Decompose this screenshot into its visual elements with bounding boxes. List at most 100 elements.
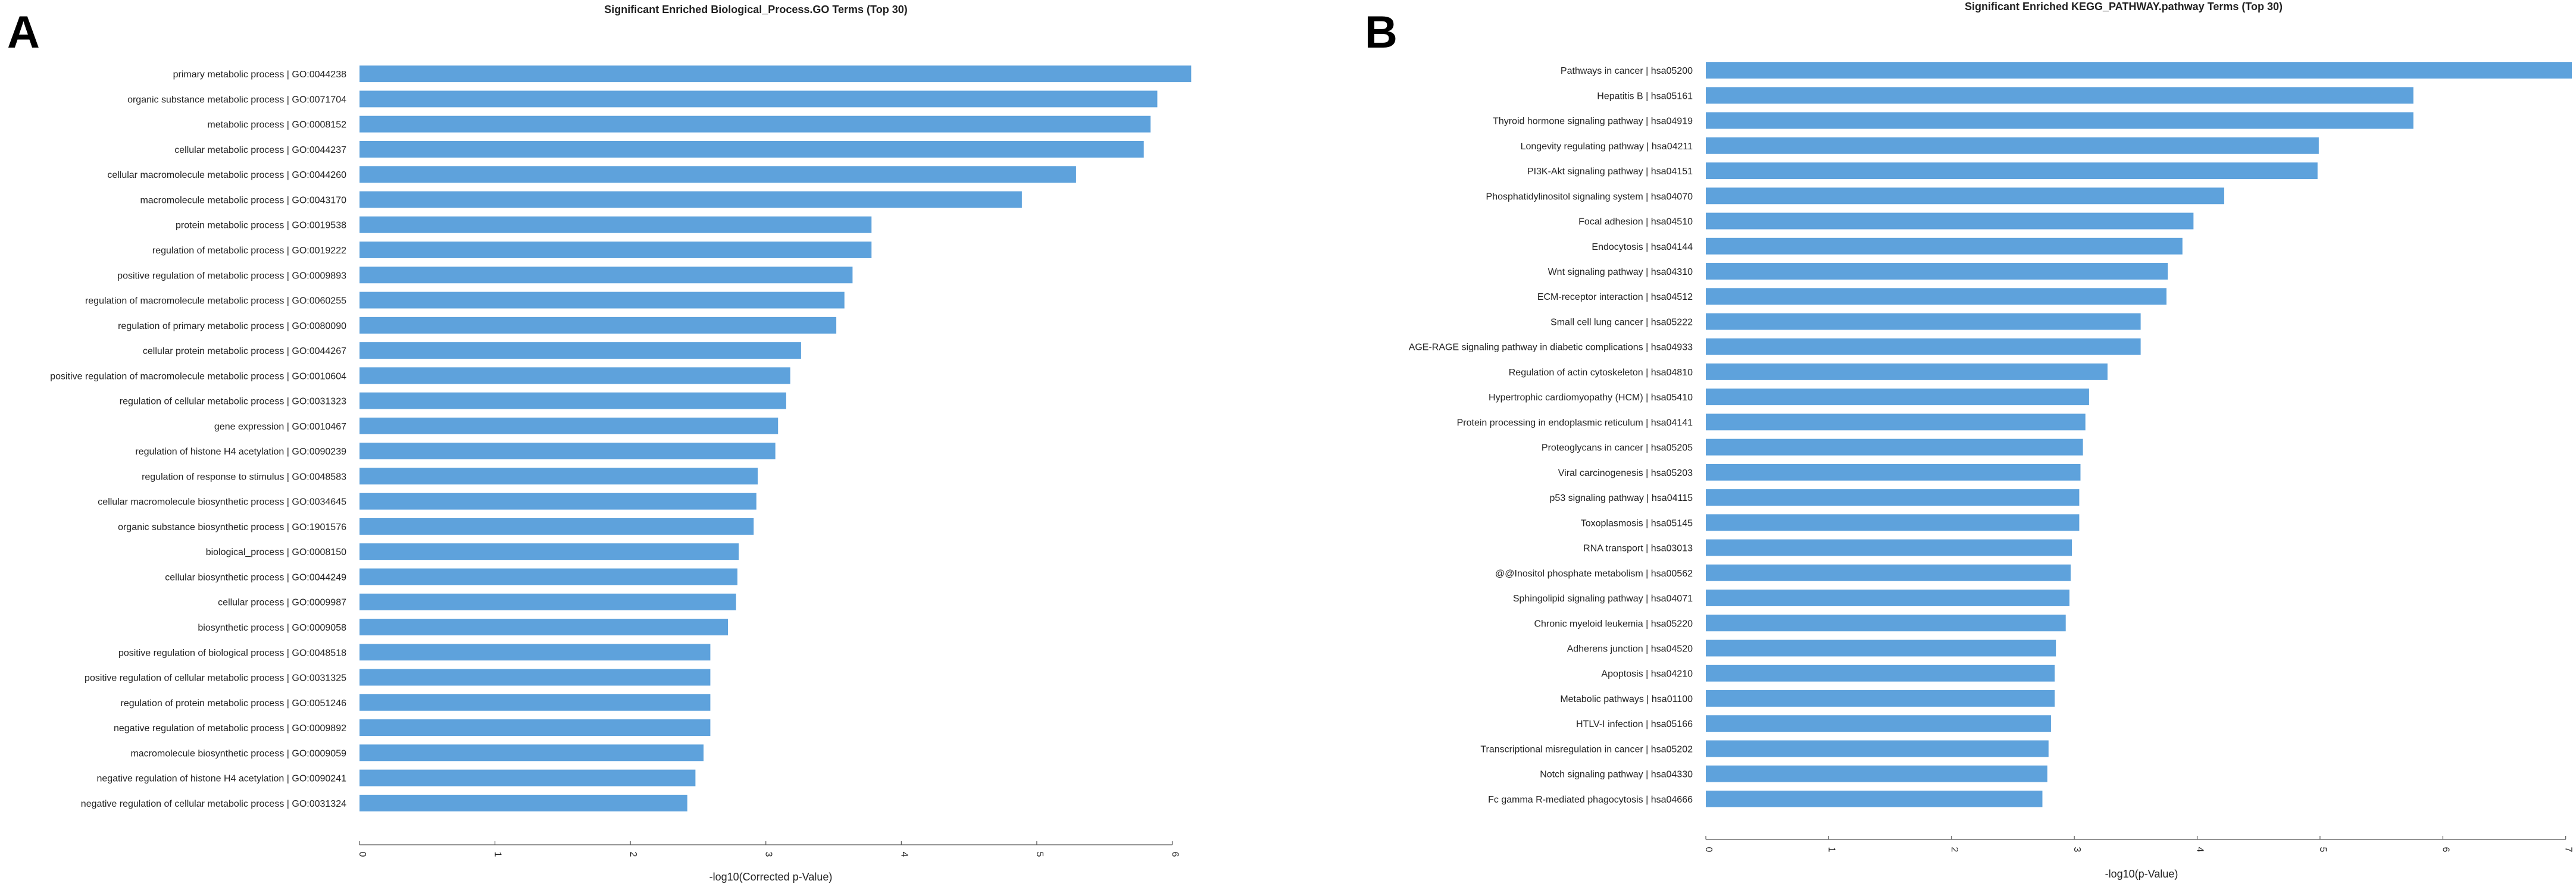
panel-b-x-tick-label: 7 [2564,847,2574,853]
panel-b-category-label: p53 signaling pathway | hsa04115 [1550,493,1693,503]
panel-b-x-tick-label: 2 [1949,847,1959,853]
panel-a-bar [359,568,737,585]
panel-a-x-tick-label: 6 [1170,852,1180,857]
panel-b-x-tick-label: 0 [1703,847,1714,853]
panel-a-category-label: negative regulation of histone H4 acetyl… [96,774,346,784]
panel-a-bar [359,769,696,786]
panel-b-bar [1706,212,2194,230]
panel-a-bar [359,493,756,510]
panel-a-bar [359,216,872,233]
panel-b-bar [1706,87,2414,104]
panel-a-category-label: organic substance biosynthetic process |… [118,522,346,532]
panel-a-x-tick-label: 5 [1034,852,1045,857]
panel-a-category-label: macromolecule biosynthetic process | GO:… [130,748,346,759]
panel-b-bar [1706,288,2167,305]
panel-a-bar [359,140,1144,158]
panel-b-bar [1706,62,2572,79]
panel-a-bar [359,316,837,334]
panel-b-category-label: Protein processing in endoplasmic reticu… [1457,418,1693,428]
panel-b-category-label: Sphingolipid signaling pathway | hsa0407… [1513,594,1693,604]
panel-a-category-label: positive regulation of biological proces… [118,648,346,658]
panel-a-category-label: macromolecule metabolic process | GO:004… [140,195,346,205]
panel-a-category-label: regulation of metabolic process | GO:001… [152,246,346,256]
panel-a-category-label: cellular metabolic process | GO:0044237 [174,145,346,155]
panel-a-category-label: negative regulation of metabolic process… [114,723,346,734]
panel-b-category-label: Wnt signaling pathway | hsa04310 [1548,267,1693,277]
panel-b-category-label: Pathways in cancer | hsa05200 [1561,66,1693,76]
panel-a-bar [359,468,758,485]
panel-a-category-label: negative regulation of cellular metaboli… [81,799,346,809]
panel-a-bar [359,342,801,359]
panel-a-category-label: biosynthetic process | GO:0009058 [198,623,346,633]
panel-a-bar [359,115,1151,133]
panel-a-bar [359,443,776,460]
panel-a-x-tick-label: 3 [764,852,774,857]
panel-b-category-label: Toxoplasmosis | hsa05145 [1581,518,1693,528]
panel-b-category-label: Hypertrophic cardiomyopathy (HCM) | hsa0… [1489,393,1693,403]
panel-b-category-label: PI3K-Akt signaling pathway | hsa04151 [1527,167,1693,177]
panel-a-bar [359,242,872,258]
panel-b-category-label: AGE-RAGE signaling pathway in diabetic c… [1409,343,1693,353]
panel-a-bar [359,694,711,711]
panel-a-category-label: cellular process | GO:0009987 [218,598,346,608]
panel-b-letter: B [1365,7,1398,58]
panel-a-bar [359,90,1158,108]
panel-b-bar [1706,438,2083,456]
panel-b-bar [1706,413,2086,431]
panel-a-bar [359,166,1076,183]
panel-a-bar [359,417,779,434]
panel-b-category-label: Longevity regulating pathway | hsa04211 [1521,142,1693,152]
panel-a-category-label: cellular macromolecule biosynthetic proc… [98,497,346,507]
panel-a-category-label: positive regulation of macromolecule met… [50,371,346,381]
panel-b-x-tick-label: 4 [2195,847,2205,853]
panel-b-category-label: Endocytosis | hsa04144 [1592,242,1693,252]
panel-a-bar [359,367,790,384]
panel-a-category-label: gene expression | GO:0010467 [214,422,346,432]
panel-b-bar [1706,514,2080,531]
panel-a-bar [359,191,1022,208]
panel-a-category-label: organic substance metabolic process | GO… [127,95,346,105]
panel-b-bar [1706,263,2168,280]
panel-a-bar [359,267,853,284]
panel-a-bar [359,794,687,811]
panel-a-title: Significant Enriched Biological_Process.… [604,4,907,15]
panel-a-bar [359,669,711,686]
panel-b-category-label: Hepatitis B | hsa05161 [1597,91,1693,101]
panel-a-category-label: cellular protein metabolic process | GO:… [143,346,346,356]
panel-b-bar [1706,137,2319,154]
panel-b-bar [1706,740,2049,757]
panel-b-category-label: Thyroid hormone signaling pathway | hsa0… [1493,117,1693,127]
panel-a-category-label: positive regulation of cellular metaboli… [85,673,346,684]
panel-b-bar [1706,162,2318,179]
panel-b-bar [1706,765,2047,782]
panel-b-x-tick-label: 6 [2440,847,2450,853]
panel-b-bar [1706,665,2055,682]
panel-b-bar [1706,388,2089,406]
panel-a-bar [359,65,1192,83]
panel-b-bar [1706,640,2056,657]
panel-a-category-label: biological_process | GO:0008150 [206,547,346,557]
panel-a-bar [359,719,711,737]
panel-a-x-tick-label: 4 [899,852,909,857]
panel-b-category-label: Notch signaling pathway | hsa04330 [1540,770,1693,780]
panel-a-category-label: regulation of histone H4 acetylation | G… [135,447,346,457]
panel-b-category-label: Focal adhesion | hsa04510 [1578,217,1693,227]
panel-a-x-tick-label: 0 [357,852,367,857]
panel-b-category-label: Regulation of actin cytoskeleton | hsa04… [1509,368,1693,378]
panel-b: B Significant Enriched KEGG_PATHWAY.pathw… [1365,1,2574,880]
panel-a-category-label: cellular macromolecule metabolic process… [107,170,346,180]
panel-a-bar [359,543,739,560]
panel-b-category-label: ECM-receptor interaction | hsa04512 [1537,292,1693,302]
panel-b-bar [1706,313,2141,330]
panel-a-bar [359,518,754,535]
panel-a-letter: A [7,7,40,58]
panel-b-x-axis-title: -log10(p-Value) [2105,868,2178,880]
panel-b-category-label: Viral carcinogenesis | hsa05203 [1558,468,1693,478]
panel-a-bar [359,744,704,761]
panel-b-bar [1706,615,2066,632]
panel-b-category-label: Phosphatidylinositol signaling system | … [1486,192,1693,202]
panel-b-category-label: Proteoglycans in cancer | hsa05205 [1542,443,1693,453]
panel-b-bar [1706,237,2183,255]
